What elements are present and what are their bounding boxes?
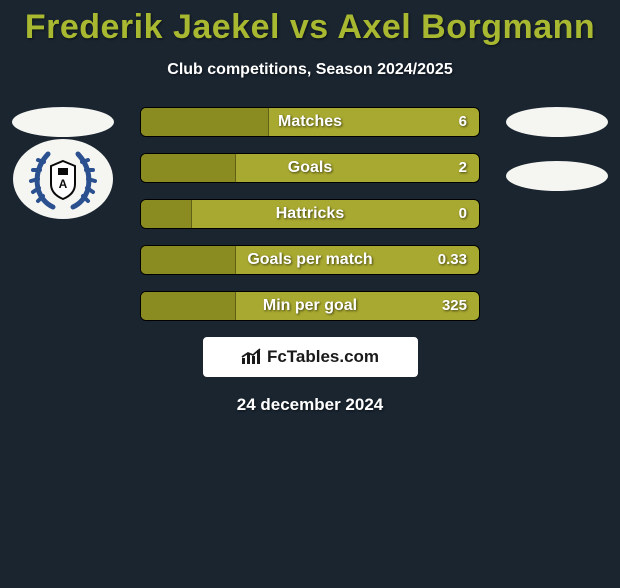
stat-label: Matches — [141, 108, 479, 136]
subtitle: Club competitions, Season 2024/2025 — [0, 61, 620, 79]
stat-rows: Matches6Goals2Hattricks0Goals per match0… — [140, 107, 480, 321]
comparison-panel: A Matches6 Goals2 Hattricks0 Goals per matc… — [0, 107, 620, 415]
stat-value: 2 — [459, 154, 467, 182]
stat-value: 0.33 — [438, 246, 467, 274]
bar-chart-icon — [241, 348, 263, 366]
right-player-column — [502, 107, 612, 191]
stat-row: Goals2 — [140, 153, 480, 183]
watermark: FcTables.com — [203, 337, 418, 377]
stat-label: Goals per match — [141, 246, 479, 274]
stat-value: 0 — [459, 200, 467, 228]
left-club-badge: A — [13, 139, 113, 219]
right-player-avatar-placeholder — [506, 107, 608, 137]
stat-row: Goals per match0.33 — [140, 245, 480, 275]
stat-row: Min per goal325 — [140, 291, 480, 321]
stat-row: Matches6 — [140, 107, 480, 137]
page-title: Frederik Jaekel vs Axel Borgmann — [0, 8, 620, 47]
stat-value: 325 — [442, 292, 467, 320]
date: 24 december 2024 — [0, 395, 620, 415]
stat-label: Min per goal — [141, 292, 479, 320]
left-player-column: A — [8, 107, 118, 219]
right-club-badge-placeholder — [506, 161, 608, 191]
stat-label: Goals — [141, 154, 479, 182]
left-player-avatar-placeholder — [12, 107, 114, 137]
arminia-bielefeld-badge-icon: A — [28, 144, 98, 214]
watermark-text: FcTables.com — [267, 347, 379, 367]
svg-text:A: A — [59, 177, 68, 191]
stat-value: 6 — [459, 108, 467, 136]
stat-label: Hattricks — [141, 200, 479, 228]
stat-row: Hattricks0 — [140, 199, 480, 229]
